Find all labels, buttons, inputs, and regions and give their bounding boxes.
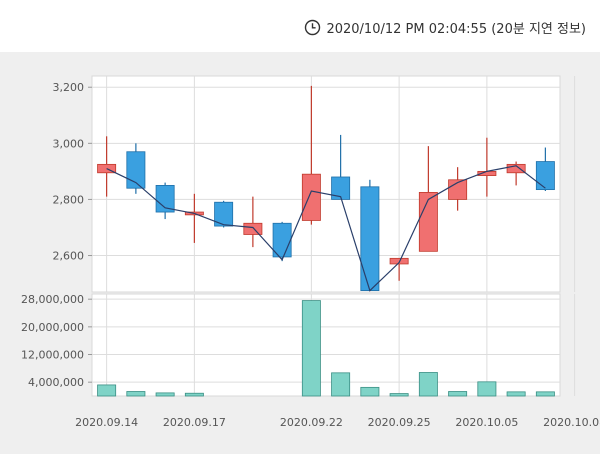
candle-body	[360, 186, 380, 291]
price-line	[106, 165, 546, 292]
volume-tick-label: 4,000,000	[28, 376, 84, 389]
volume-bar	[331, 372, 351, 397]
volume-bar	[97, 384, 117, 397]
volume-bar	[448, 391, 468, 397]
volume-tick-label: 12,000,000	[21, 349, 84, 362]
price-plot-area	[91, 75, 561, 293]
x-tick-label: 2020.09.17	[163, 416, 226, 429]
x-tick-label: 2020.09.14	[75, 416, 138, 429]
clock-icon	[305, 19, 321, 36]
timestamp-text: 2020/10/12 PM 02:04:55 (20분 지연 정보)	[326, 22, 586, 37]
volume-bar	[301, 300, 321, 397]
volume-bar	[155, 392, 175, 397]
price-tick-label: 2,800	[53, 193, 85, 206]
volume-bar	[477, 381, 497, 397]
candle-body	[243, 222, 263, 235]
candle-body	[214, 201, 234, 227]
x-tick-label: 2020.09.22	[280, 416, 343, 429]
volume-bar	[418, 372, 438, 397]
header: 2020/10/12 PM 02:04:55 (20분 지연 정보)	[0, 0, 600, 52]
candle-body	[506, 163, 526, 174]
volume-bar	[360, 386, 380, 397]
price-tick-label: 3,200	[53, 81, 85, 94]
volume-plot-area	[91, 293, 561, 397]
volume-tick-label: 28,000,000	[21, 293, 84, 306]
candle-body	[331, 176, 351, 200]
price-tick-label: 3,000	[53, 137, 85, 150]
volume-bar	[184, 392, 204, 397]
x-tick-label: 2020.10.05	[455, 416, 518, 429]
x-tick-label: 2020.09.25	[368, 416, 431, 429]
volume-tick-label: 20,000,000	[21, 321, 84, 334]
stock-chart: 2,600 2,800 3,000 3,200 4,000,000 12,000,000 2…	[21, 75, 600, 429]
volume-bar	[506, 391, 526, 397]
volume-bar	[535, 391, 555, 397]
x-tick-label: 2020.10.08	[543, 416, 600, 429]
price-tick-label: 2,600	[53, 250, 85, 263]
candle-body	[535, 161, 555, 191]
timestamp: 2020/10/12 PM 02:04:55 (20분 지연 정보)	[304, 18, 586, 37]
volume-bar	[126, 391, 146, 397]
candle-body	[155, 185, 175, 213]
candle-body	[418, 192, 438, 252]
candle-body	[126, 151, 146, 189]
volume-bar	[389, 393, 409, 397]
candle-body	[301, 173, 321, 221]
